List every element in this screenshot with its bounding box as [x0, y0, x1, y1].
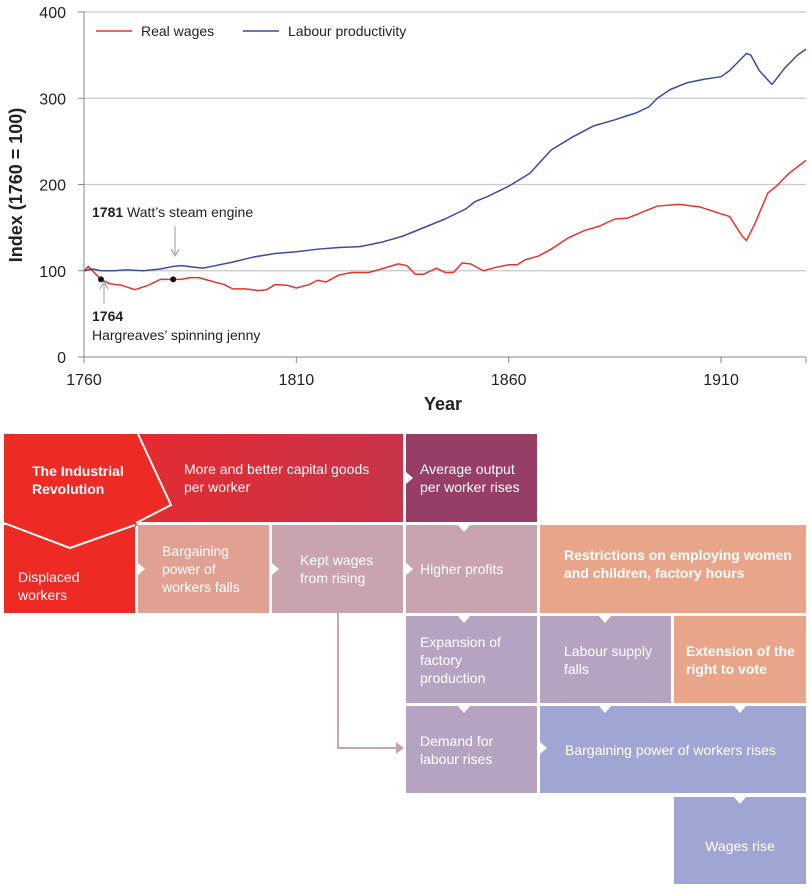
arrow-down-icon: [734, 797, 746, 804]
series-line-real-wages: [83, 159, 807, 292]
x-tick-label: 1810: [279, 372, 315, 389]
y-axis-label: Index (1760 = 100): [6, 108, 26, 263]
box-right-to-vote: Extension of the right to vote: [674, 616, 806, 703]
series-line-labour-productivity: [83, 48, 807, 272]
box-industrial-revolution-text: The Industrial Revolution: [32, 463, 124, 497]
arrowhead-jenny: [99, 280, 109, 290]
box-labour-supply-text: Labour supply falls: [564, 642, 652, 677]
arrow-down-icon: [458, 525, 470, 532]
box-demand-labour: Demand for labour rises: [406, 706, 537, 793]
box-labour-supply: Labour supply falls: [540, 616, 671, 703]
y-tick-label: 100: [39, 264, 66, 281]
y-tick-label: 400: [39, 5, 66, 22]
arrow-down-icon: [599, 706, 611, 713]
arrow-down-icon: [599, 616, 611, 623]
y-tick-label: 0: [57, 350, 66, 367]
box-average-output: Average output per worker rises: [406, 434, 537, 522]
arrow-right-icon: [138, 563, 145, 575]
arrow-right-icon: [406, 563, 413, 575]
arrow-right-icon: [540, 742, 547, 754]
box-higher-profits-text: Higher profits: [420, 561, 504, 577]
box-capital-goods: More and better capital goods per worker: [138, 434, 403, 522]
box-restrictions-text: Restrictions on employing women and chil…: [564, 547, 792, 581]
industrial-revolution-chevron: [3, 433, 173, 550]
connector-kept-wages-to-demand: [337, 612, 404, 754]
box-expansion: Expansion of factory production: [406, 616, 537, 703]
box-restrictions: Restrictions on employing women and chil…: [540, 525, 806, 613]
box-demand-labour-text: Demand for labour rises: [420, 732, 494, 767]
y-tick-label: 200: [39, 178, 66, 195]
box-kept-wages-text: Kept wages from rising: [300, 552, 374, 586]
legend-label-labour-productivity: Labour productivity: [288, 23, 406, 39]
box-higher-profits: Higher profits: [406, 525, 537, 613]
x-tick-label: 1860: [491, 372, 527, 389]
box-expansion-text: Expansion of factory production: [420, 633, 501, 686]
box-kept-wages: Kept wages from rising: [272, 525, 403, 613]
legend-label-real-wages: Real wages: [141, 23, 214, 39]
arrow-right-icon: [272, 563, 279, 575]
arrow-down-icon: [458, 616, 470, 623]
box-bargaining-falls: Bargaining power of workers falls: [138, 525, 269, 613]
box-right-to-vote-text: Extension of the right to vote: [686, 642, 795, 677]
box-industrial-revolution: The Industrial Revolution: [18, 440, 138, 520]
box-bargaining-falls-text: Bargaining power of workers falls: [162, 543, 240, 595]
event-marker: [97, 276, 104, 283]
box-bargaining-rises-text: Bargaining power of workers rises: [565, 741, 776, 758]
annotation-jenny-year: 1764: [92, 308, 123, 324]
arrow-right-icon: [406, 472, 413, 484]
x-tick-label: 1760: [66, 372, 102, 389]
arrow-down-icon: [458, 706, 470, 713]
arrow-down-icon: [734, 706, 746, 713]
line-chart: 0 100 200 300 400 1760 1810 1860 1910 Index (176…: [6, 5, 807, 414]
box-wages-rise: Wages rise: [674, 797, 806, 884]
box-bargaining-rises: Bargaining power of workers rises: [540, 706, 806, 793]
annotation-watt: 1781 Watt’s steam engine: [92, 204, 253, 220]
event-marker: [170, 276, 177, 283]
x-axis-label: Year: [424, 394, 462, 414]
x-tick-label: 1910: [703, 372, 739, 389]
y-tick-label: 300: [39, 91, 66, 108]
box-displaced-workers-text: Displaced workers: [18, 569, 80, 603]
box-wages-rise-text: Wages rise: [705, 837, 775, 854]
annotation-jenny-text: Hargreaves’ spinning jenny: [92, 327, 260, 343]
arrowhead-watt: [170, 248, 180, 258]
box-capital-goods-text: More and better capital goods per worker: [184, 461, 370, 495]
box-average-output-text: Average output per worker rises: [420, 461, 520, 495]
